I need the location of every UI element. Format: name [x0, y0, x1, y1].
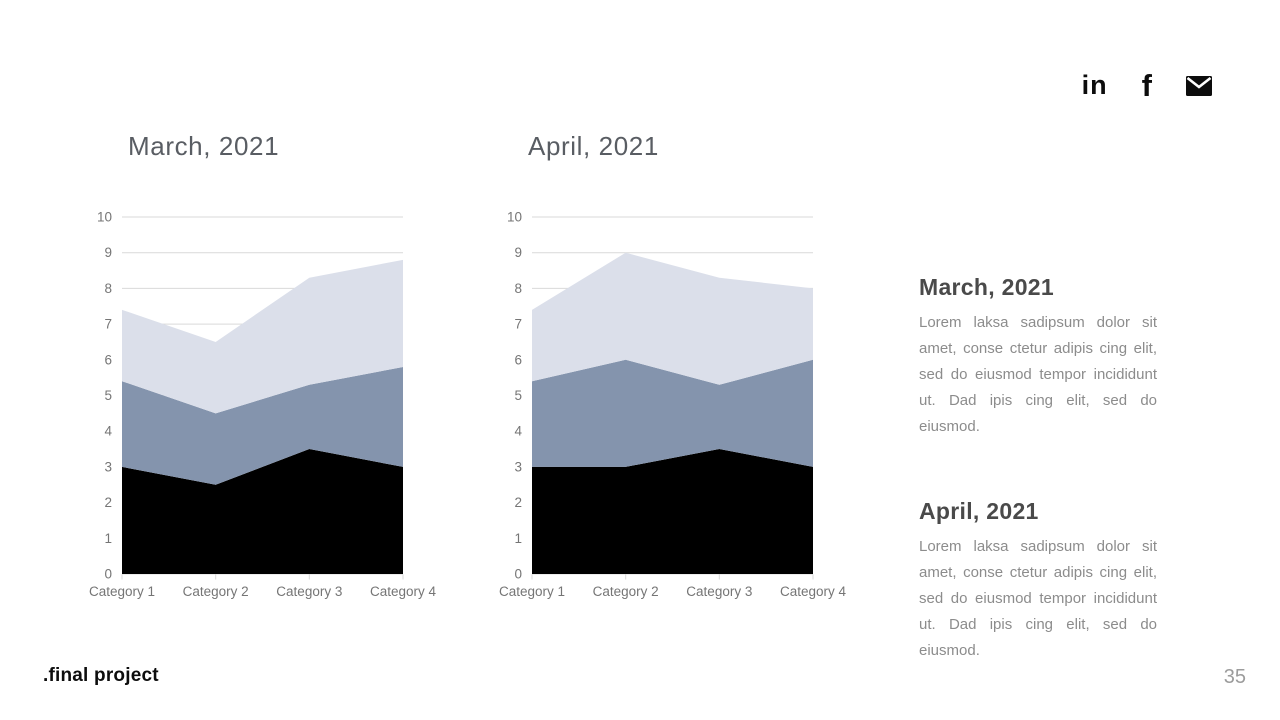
svg-text:9: 9 [104, 245, 112, 260]
svg-text:Category 2: Category 2 [183, 584, 249, 599]
svg-text:3: 3 [104, 459, 112, 474]
svg-text:0: 0 [104, 567, 112, 582]
svg-text:0: 0 [514, 567, 522, 582]
svg-text:Category 4: Category 4 [780, 584, 847, 599]
svg-text:2: 2 [514, 495, 522, 510]
svg-text:Category 4: Category 4 [370, 584, 437, 599]
social-links: in f [1082, 70, 1212, 101]
svg-text:6: 6 [514, 352, 522, 367]
svg-text:7: 7 [104, 317, 112, 332]
march-text-block: March, 2021 Lorem laksa sadipsum dolor s… [919, 272, 1157, 440]
april-stacked-area-chart: 0 1 2 3 4 5 6 7 8 9 10 Category 1 Category 2 Category… [499, 210, 847, 600]
svg-text:6: 6 [104, 352, 112, 367]
svg-text:4: 4 [514, 424, 522, 439]
svg-text:9: 9 [514, 245, 522, 260]
svg-text:1: 1 [104, 531, 112, 546]
mail-icon[interactable] [1186, 75, 1212, 96]
april-paragraph: Lorem laksa sadipsum dolor sit amet, con… [919, 538, 1157, 659]
svg-text:1: 1 [514, 531, 522, 546]
linkedin-icon[interactable]: in [1081, 70, 1108, 100]
svg-text:4: 4 [104, 424, 112, 439]
svg-text:8: 8 [104, 281, 112, 296]
svg-text:5: 5 [104, 388, 112, 403]
svg-text:10: 10 [97, 210, 112, 225]
svg-text:Category 1: Category 1 [499, 584, 565, 599]
svg-text:Category 1: Category 1 [89, 584, 155, 599]
description-column: March, 2021 Lorem laksa sadipsum dolor s… [919, 272, 1157, 664]
svg-text:Category 3: Category 3 [686, 584, 752, 599]
svg-text:3: 3 [514, 459, 522, 474]
march-stacked-area-chart: 0 1 2 3 4 5 6 7 8 9 10 Category 1 Category 2 Category… [89, 210, 437, 600]
march-paragraph: Lorem laksa sadipsum dolor sit amet, con… [919, 314, 1157, 435]
svg-text:5: 5 [514, 388, 522, 403]
svg-text:Category 3: Category 3 [276, 584, 342, 599]
svg-text:10: 10 [507, 210, 522, 225]
march-heading: March, 2021 [919, 274, 1054, 300]
chart-title-april: April, 2021 [528, 131, 659, 161]
svg-text:2: 2 [104, 495, 112, 510]
svg-text:8: 8 [514, 281, 522, 296]
brand-logo-text: .final project [43, 665, 159, 686]
april-heading: April, 2021 [919, 498, 1039, 524]
april-text-block: April, 2021 Lorem laksa sadipsum dolor s… [919, 496, 1157, 664]
chart-title-march: March, 2021 [128, 131, 280, 161]
facebook-icon[interactable]: f [1141, 68, 1152, 103]
page-number: 35 [1223, 666, 1246, 688]
svg-text:Category 2: Category 2 [593, 584, 659, 599]
svg-text:7: 7 [514, 317, 522, 332]
